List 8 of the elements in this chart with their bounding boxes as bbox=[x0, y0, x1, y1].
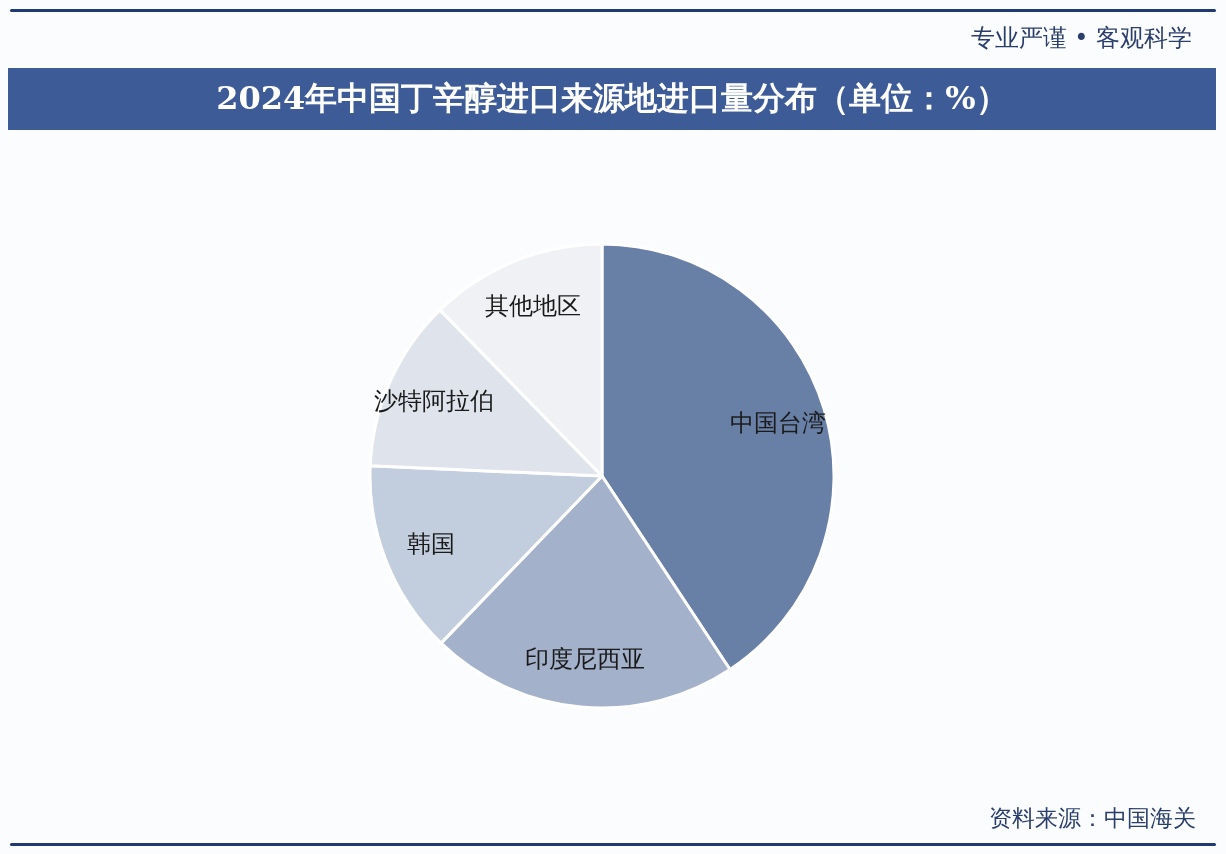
text: 资料来源：中国海关 bbox=[989, 804, 1196, 833]
slice-label: 沙特阿拉伯 bbox=[374, 386, 495, 415]
text: 专业严谨 • 客观科学 bbox=[970, 23, 1192, 54]
slice-label: 印度尼西亚 bbox=[525, 645, 646, 674]
slice-label: 其他地区 bbox=[484, 291, 581, 320]
slice-label: 韩国 bbox=[407, 530, 456, 559]
chart-title: 2024年中国丁辛醇进口来源地进口量分布（单位：%） bbox=[216, 78, 1008, 119]
slice-label: 中国台湾 bbox=[730, 409, 827, 438]
